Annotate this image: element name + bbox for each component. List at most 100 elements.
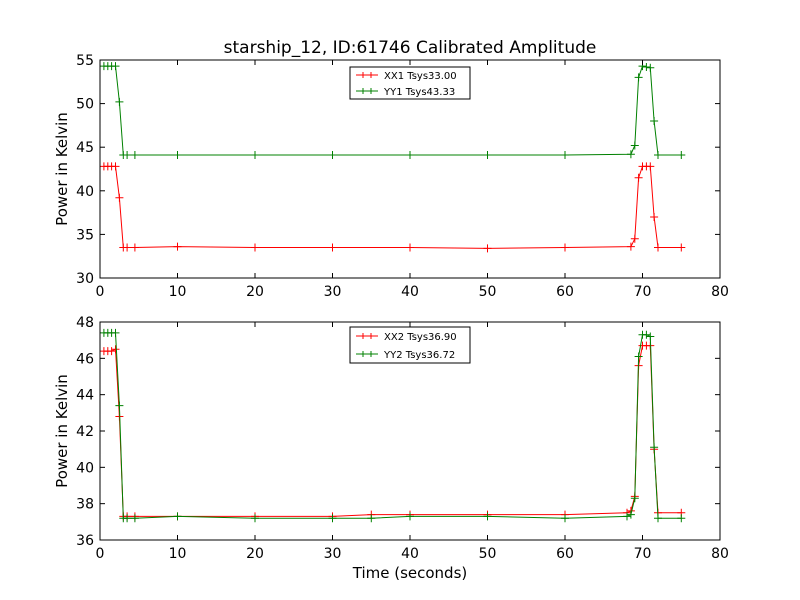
data-point: [111, 62, 120, 71]
data-point: [406, 151, 414, 159]
legend-marker: [360, 351, 366, 357]
x-tick-label: 20: [246, 546, 264, 562]
data-point: [646, 332, 655, 341]
data-point: [646, 63, 655, 72]
data-point: [123, 243, 132, 252]
legend-marker: [360, 88, 366, 94]
data-point: [634, 173, 643, 182]
y-tick-label: 46: [76, 351, 94, 367]
data-point: [328, 151, 337, 159]
y-axis-label: Power in Kelvin: [53, 374, 71, 488]
data-point: [483, 512, 492, 521]
y-tick-label: 55: [76, 53, 94, 69]
y-tick-label: 35: [76, 227, 94, 243]
data-point: [626, 510, 635, 519]
data-point: [646, 162, 655, 171]
x-axis-label: Time (seconds): [352, 564, 468, 582]
data-point: [328, 243, 337, 252]
legend-marker: [368, 88, 374, 94]
legend-marker: [368, 72, 374, 78]
data-point: [626, 242, 635, 251]
data-point: [642, 330, 651, 339]
x-tick-label: 30: [324, 546, 342, 562]
x-tick-label: 80: [711, 284, 729, 300]
y-tick-label: 42: [76, 424, 94, 440]
legend: XX1 Tsys33.00 YY1 Tsys43.33: [349, 66, 471, 100]
legend-item-2: YY1 Tsys43.33: [356, 87, 455, 98]
legend-label: XX1 Tsys33.00: [384, 71, 457, 82]
y-tick-label: 40: [76, 460, 94, 476]
data-point: [561, 514, 569, 523]
x-tick-label: 80: [711, 546, 729, 562]
data-point: [111, 328, 120, 337]
figure-title: starship_12, ID:61746 Calibrated Amplitu…: [224, 38, 597, 58]
data-point: [115, 193, 124, 202]
x-tick-label: 0: [96, 546, 105, 562]
data-point: [367, 514, 376, 523]
legend-label: YY2 Tsys36.72: [383, 350, 455, 361]
y-tick-label: 38: [76, 497, 94, 513]
x-tick-label: 50: [479, 284, 497, 300]
legend-label: YY1 Tsys43.33: [383, 87, 455, 98]
x-tick-label: 50: [479, 546, 497, 562]
y-tick-label: 45: [76, 140, 94, 156]
legend-marker: [368, 333, 374, 339]
data-point: [130, 151, 139, 159]
data-point: [123, 151, 132, 159]
x-tick-label: 40: [401, 284, 419, 300]
data-point: [561, 151, 569, 159]
data-point: [483, 151, 492, 159]
data-point: [654, 514, 662, 523]
data-point: [406, 243, 414, 252]
legend-marker: [360, 333, 366, 339]
x-tick-label: 70: [634, 284, 652, 300]
data-point: [328, 514, 337, 523]
x-tick-label: 40: [401, 546, 419, 562]
bottom-plot-panel: 0 10 20 30 40 50 60 70 80 36 38 40 42 44 46 48 Power in …: [53, 315, 729, 562]
data-point: [634, 352, 643, 361]
data-point: [130, 243, 139, 252]
data-point: [111, 345, 120, 354]
data-point: [115, 97, 124, 106]
data-point: [115, 401, 124, 410]
y-tick-label: 48: [76, 315, 94, 331]
x-tick-label: 70: [634, 546, 652, 562]
x-tick-label: 10: [169, 546, 187, 562]
data-point: [630, 141, 639, 150]
data-point: [650, 443, 659, 452]
data-point: [677, 514, 686, 523]
data-point: [561, 243, 569, 252]
x-tick-label: 60: [556, 546, 574, 562]
legend-item-1: XX2 Tsys36.90: [356, 332, 457, 343]
legend-marker: [360, 72, 366, 78]
data-point: [251, 243, 259, 252]
y-tick-label: 30: [76, 271, 94, 287]
x-tick-label: 10: [169, 284, 187, 300]
data-point: [111, 162, 120, 171]
data-point: [173, 512, 182, 521]
data-point: [123, 514, 132, 523]
legend: XX2 Tsys36.90 YY2 Tsys36.72: [349, 326, 471, 364]
data-point: [251, 151, 259, 159]
x-tick-label: 60: [556, 284, 574, 300]
data-point: [677, 243, 686, 252]
data-point: [173, 151, 182, 159]
data-point: [650, 117, 659, 125]
y-tick-label: 36: [76, 533, 94, 549]
legend-label: XX2 Tsys36.90: [384, 332, 457, 343]
data-point: [623, 512, 631, 521]
y-tick-label: 40: [76, 184, 94, 200]
data-point: [406, 512, 414, 521]
x-tick-label: 30: [324, 284, 342, 300]
data-point: [650, 213, 659, 221]
legend-item-1: XX1 Tsys33.00: [356, 71, 457, 82]
legend-item-2: YY2 Tsys36.72: [356, 350, 455, 361]
legend-box: [349, 66, 471, 100]
data-point: [173, 242, 182, 251]
data-point: [630, 234, 639, 243]
x-tick-label: 20: [246, 284, 264, 300]
x-tick-label: 0: [96, 284, 105, 300]
top-plot-panel: 0 10 20 30 40 50 60 70 80 30 35 40 45 50 55 Power in Ke…: [53, 53, 729, 300]
data-point: [130, 514, 139, 523]
